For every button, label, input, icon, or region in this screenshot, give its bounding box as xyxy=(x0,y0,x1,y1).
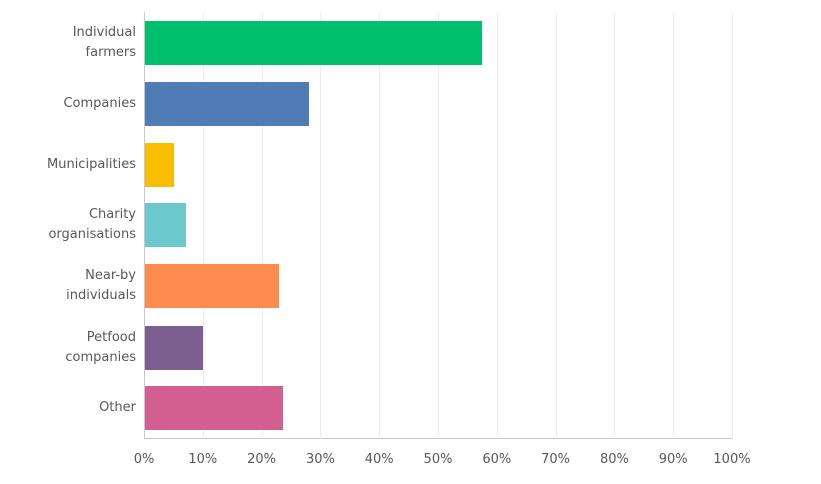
bar-individual-farmers[interactable] xyxy=(145,21,482,65)
gridline xyxy=(438,12,439,439)
category-label: Other xyxy=(6,398,136,418)
category-label-line: companies xyxy=(65,350,136,365)
x-tick-label: 40% xyxy=(364,452,394,467)
x-tick-label: 70% xyxy=(541,452,571,467)
x-tick-label: 60% xyxy=(482,452,512,467)
category-label: Individual farmers xyxy=(6,23,136,63)
category-label-line: Municipalities xyxy=(47,157,136,172)
gridline xyxy=(262,12,263,439)
gridline xyxy=(614,12,615,439)
category-label-line: Charity xyxy=(88,207,136,222)
gridline xyxy=(320,12,321,439)
category-label-line: Companies xyxy=(63,96,136,111)
bar-near-by-individuals[interactable] xyxy=(145,264,280,308)
x-tick-label: 30% xyxy=(305,452,335,467)
y-axis-line xyxy=(144,12,145,439)
x-tick-label: 0% xyxy=(133,452,155,467)
gridline xyxy=(379,12,380,439)
category-label-line: Other xyxy=(99,400,136,415)
x-tick-label: 10% xyxy=(188,452,218,467)
bar-other[interactable] xyxy=(145,386,284,430)
gridline xyxy=(203,12,204,439)
category-label-line: organisations xyxy=(48,227,136,242)
category-label: Petfood companies xyxy=(6,328,136,368)
gridline xyxy=(556,12,557,439)
gridline xyxy=(673,12,674,439)
x-tick-label: 80% xyxy=(599,452,629,467)
x-tick-label: 90% xyxy=(658,452,688,467)
bar-petfood-companies[interactable] xyxy=(145,326,204,370)
category-label: Municipalities xyxy=(6,155,136,175)
bar-companies[interactable] xyxy=(145,82,310,126)
category-label: Companies xyxy=(6,94,136,114)
x-tick-label: 50% xyxy=(423,452,453,467)
gridline xyxy=(497,12,498,439)
x-tick-label: 100% xyxy=(713,452,751,467)
category-label-line: individuals xyxy=(66,288,136,303)
bar-municipalities[interactable] xyxy=(145,143,174,187)
category-label: Near-by individuals xyxy=(6,266,136,306)
category-label-line: farmers xyxy=(85,45,136,60)
plot-area xyxy=(144,12,733,439)
category-label-line: Petfood xyxy=(86,330,136,345)
gridline xyxy=(732,12,733,439)
bar-charity-organisations[interactable] xyxy=(145,203,187,247)
category-label: Charity organisations xyxy=(6,205,136,245)
category-label-line: Near-by xyxy=(85,268,136,283)
x-tick-label: 20% xyxy=(247,452,277,467)
category-label-line: Individual xyxy=(72,25,136,40)
